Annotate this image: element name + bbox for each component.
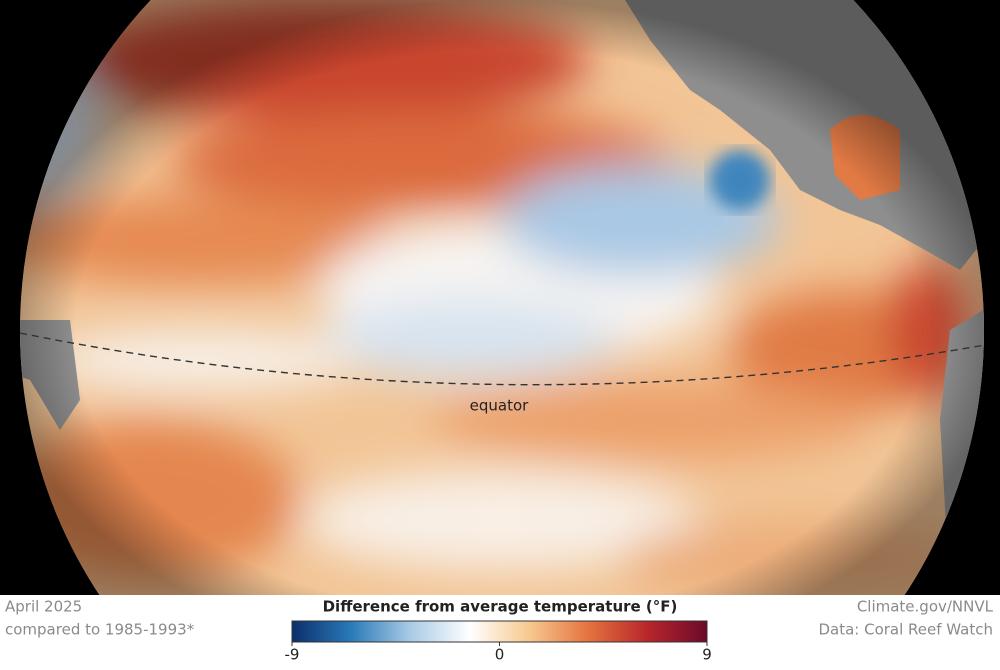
colorbar <box>291 620 708 643</box>
date: April 2025 <box>5 598 82 616</box>
colorbar-tick-label: 9 <box>702 646 712 664</box>
colorbar-tick-label: 0 <box>495 646 505 664</box>
data-credit: Data: Coral Reef Watch <box>818 621 993 639</box>
baseline: compared to 1985-1993* <box>5 621 195 639</box>
colorbar-title: Difference from average temperature (°F) <box>323 598 678 616</box>
colorbar-tick-label: -9 <box>285 646 300 664</box>
equator-line <box>20 332 984 386</box>
equator-label: equator <box>470 397 530 415</box>
source: Climate.gov/NNVL <box>857 598 994 616</box>
